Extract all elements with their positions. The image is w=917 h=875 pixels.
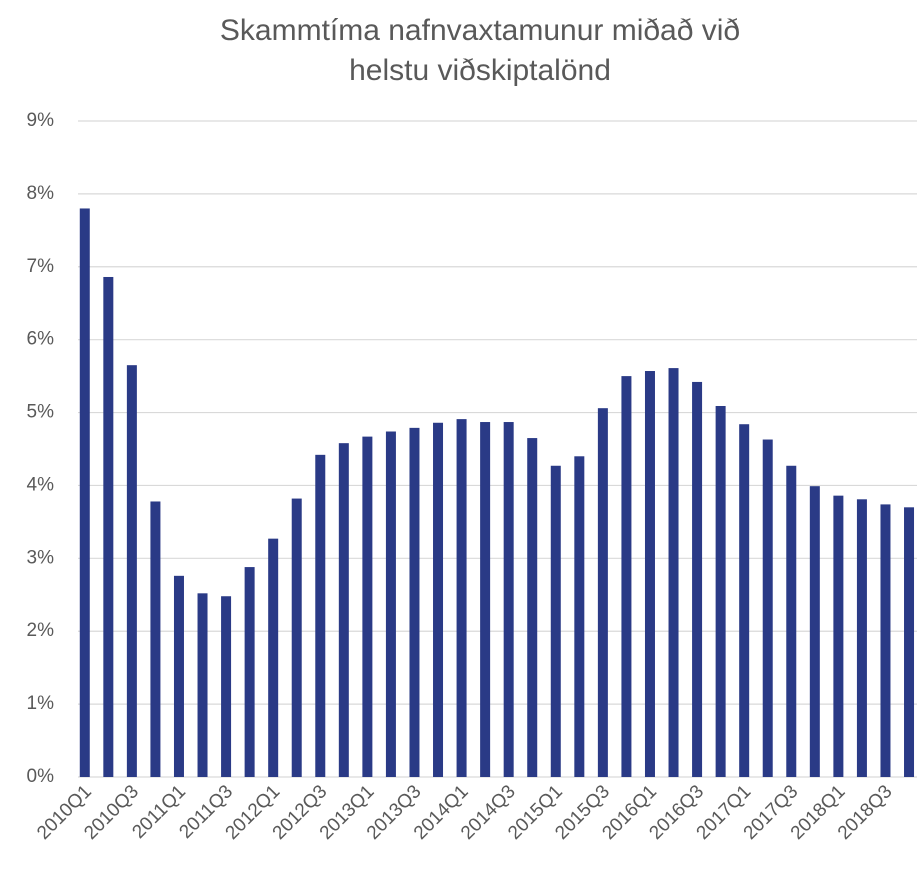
y-tick-label: 2% bbox=[27, 620, 55, 641]
bar bbox=[668, 368, 679, 777]
bar bbox=[268, 538, 279, 777]
bar bbox=[79, 208, 90, 777]
bar bbox=[197, 593, 208, 777]
bar bbox=[503, 422, 514, 777]
bar bbox=[103, 276, 114, 777]
bar bbox=[692, 381, 703, 777]
y-tick-label: 8% bbox=[27, 183, 55, 204]
y-tick-label: 9% bbox=[27, 110, 55, 131]
bar bbox=[221, 596, 232, 777]
bar bbox=[385, 431, 396, 777]
bar bbox=[362, 436, 373, 777]
bar bbox=[433, 422, 444, 777]
y-tick-label: 3% bbox=[27, 547, 55, 568]
bar bbox=[715, 405, 726, 777]
y-tick-label: 5% bbox=[27, 402, 55, 423]
bar bbox=[409, 427, 420, 777]
bar bbox=[574, 456, 585, 777]
chart-title: Skammtíma nafnvaxtamunur miðað við bbox=[220, 14, 740, 47]
bar bbox=[880, 504, 891, 777]
y-tick-label: 0% bbox=[27, 766, 55, 787]
bar bbox=[150, 501, 161, 777]
bar bbox=[644, 371, 655, 777]
y-tick-label: 1% bbox=[27, 693, 55, 714]
bar bbox=[527, 438, 538, 777]
bar bbox=[126, 365, 137, 777]
y-tick-label: 6% bbox=[27, 329, 55, 350]
bar bbox=[739, 424, 750, 777]
bar bbox=[762, 439, 773, 777]
bar bbox=[833, 495, 844, 777]
y-tick-label: 7% bbox=[27, 256, 55, 277]
bar bbox=[904, 507, 915, 777]
bar bbox=[244, 567, 255, 777]
y-tick-label: 4% bbox=[27, 474, 55, 495]
bar bbox=[480, 422, 491, 777]
bar bbox=[621, 376, 632, 777]
bar bbox=[291, 498, 302, 777]
bar bbox=[786, 465, 797, 777]
bar bbox=[173, 575, 184, 777]
bar bbox=[338, 443, 349, 777]
bar bbox=[597, 408, 608, 777]
bar bbox=[456, 419, 467, 777]
bar bbox=[856, 499, 867, 777]
bar bbox=[315, 454, 326, 777]
bar bbox=[809, 486, 820, 777]
chart-title: helstu viðskiptalönd bbox=[349, 54, 611, 87]
bar bbox=[550, 465, 561, 777]
